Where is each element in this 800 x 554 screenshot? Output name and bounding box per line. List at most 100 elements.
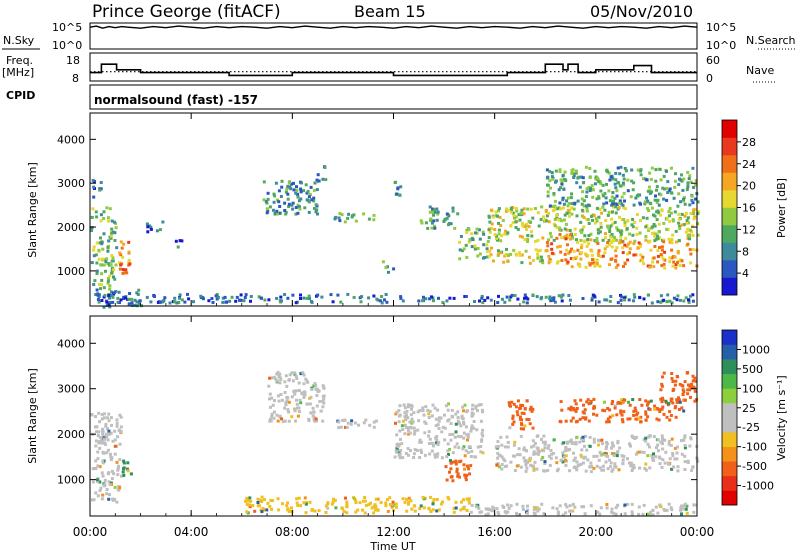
power-cells-cell xyxy=(380,301,384,305)
power-cells-cell xyxy=(565,228,569,232)
velocity-cells-cell xyxy=(556,510,560,514)
velocity-cells-cell xyxy=(284,401,288,405)
velocity-cells-cell xyxy=(102,412,106,416)
velocity-cells-cell xyxy=(671,401,675,405)
velocity-cells-cell xyxy=(305,402,309,406)
velocity-cells-cell xyxy=(429,510,433,513)
velocity-cells-cell xyxy=(673,406,677,410)
power-cells-cell xyxy=(97,282,101,286)
power-cells-cell xyxy=(489,253,493,257)
velocity-cells-cell xyxy=(611,468,615,472)
velocity-cells-cell xyxy=(369,501,373,505)
velocity-cells-cell xyxy=(459,459,463,463)
velocity-cells-cell xyxy=(496,444,500,448)
velocity-cells-cell xyxy=(621,458,625,462)
velocity-cells-cell xyxy=(629,461,633,465)
power-cells-cell xyxy=(399,296,403,300)
y-tick-label: 1000 xyxy=(57,265,85,278)
power-cells-cell xyxy=(463,295,467,298)
y-tick-label: 4000 xyxy=(57,133,85,146)
velocity-cells-cell xyxy=(441,425,445,429)
power-cells-cell xyxy=(118,267,122,271)
velocity-cells-cell xyxy=(396,445,400,449)
velocity-cells-cell xyxy=(513,454,517,458)
power-cells-cell xyxy=(544,209,548,212)
power-cells-cell xyxy=(99,287,102,291)
velocity-cells-cell xyxy=(679,508,683,512)
velocity-cells-cell xyxy=(503,445,507,449)
colorbar-swatch xyxy=(722,225,737,243)
power-cells-cell xyxy=(558,233,562,236)
velocity-cells-cell xyxy=(109,416,113,420)
power-cells-cell xyxy=(633,295,637,299)
velocity-cells-cell xyxy=(500,443,504,447)
power-cells-cell xyxy=(553,218,557,221)
velocity-cells-cell xyxy=(616,503,620,507)
power-cells-cell xyxy=(120,246,124,250)
power-cells-cell xyxy=(497,209,500,213)
power-cells-cell xyxy=(672,196,676,200)
power-cells-cell xyxy=(673,255,677,259)
power-cells-cell xyxy=(608,178,612,182)
velocity-cells-cell xyxy=(556,467,560,471)
velocity-cells-cell xyxy=(441,500,445,504)
power-cells-cell xyxy=(659,294,663,298)
power-cells-cell xyxy=(465,255,469,259)
power-cells-cell xyxy=(560,182,564,186)
velocity-cells-cell xyxy=(564,446,568,450)
velocity-cells-cell xyxy=(605,420,609,424)
velocity-cells-cell xyxy=(620,454,624,458)
power-cells-cell xyxy=(611,191,615,195)
velocity-cells-cell xyxy=(345,504,349,508)
power-cells-cell xyxy=(587,261,591,265)
velocity-cells-cell xyxy=(589,399,593,403)
velocity-cells-cell xyxy=(276,379,280,383)
power-cells-cell xyxy=(665,217,669,220)
power-cells-cell xyxy=(511,221,515,225)
power-cells-cell xyxy=(678,225,682,228)
velocity-cells-cell xyxy=(290,371,294,375)
velocity-cells-cell xyxy=(470,449,474,453)
power-cells-cell xyxy=(565,248,569,252)
velocity-cells-cell xyxy=(293,392,297,396)
velocity-cells-cell xyxy=(283,380,287,384)
power-cells-cell xyxy=(497,232,501,236)
power-cells-cell xyxy=(580,231,584,235)
power-cells-cell xyxy=(588,189,592,193)
power-cells-cell xyxy=(590,253,594,257)
power-cells-cell xyxy=(604,232,607,236)
power-cells-cell xyxy=(292,181,295,185)
power-cells-cell xyxy=(296,195,300,199)
power-cells-cell xyxy=(541,236,545,240)
power-cells-cell xyxy=(437,296,440,300)
velocity-cells-cell xyxy=(690,382,694,386)
power-cells-cell xyxy=(560,236,564,240)
power-cells-cell xyxy=(610,233,614,236)
power-cells-cell xyxy=(109,234,113,238)
power-cells-cell xyxy=(176,245,180,249)
velocity-cells-cell xyxy=(324,511,328,514)
power-cells-cell xyxy=(111,300,115,304)
velocity-cells-cell xyxy=(648,408,652,411)
velocity-cells-cell xyxy=(540,458,544,462)
power-cells-cell xyxy=(603,298,607,302)
velocity-cells-cell xyxy=(436,452,440,456)
power-cells-cell xyxy=(307,210,311,214)
velocity-cells-cell xyxy=(658,408,662,412)
power-cells-cell xyxy=(548,297,552,301)
power-cells-cell xyxy=(623,199,626,203)
velocity-cells-cell xyxy=(456,410,460,414)
velocity-cells-cell xyxy=(435,498,439,501)
power-cells-cell xyxy=(585,187,589,191)
power-cells-cell xyxy=(566,196,570,200)
velocity-cells-cell xyxy=(121,470,125,474)
velocity-cells-cell xyxy=(563,449,567,453)
velocity-cells-cell xyxy=(420,451,423,454)
power-cells-cell xyxy=(263,298,267,302)
power-cells-cell xyxy=(530,230,533,234)
velocity-cells-cell xyxy=(98,420,102,424)
velocity-cells-cell xyxy=(604,460,608,464)
power-cells-cell xyxy=(526,237,530,241)
velocity-cells-cell xyxy=(407,500,411,504)
